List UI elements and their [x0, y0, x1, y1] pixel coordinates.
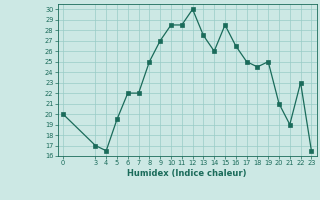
X-axis label: Humidex (Indice chaleur): Humidex (Indice chaleur) — [127, 169, 247, 178]
